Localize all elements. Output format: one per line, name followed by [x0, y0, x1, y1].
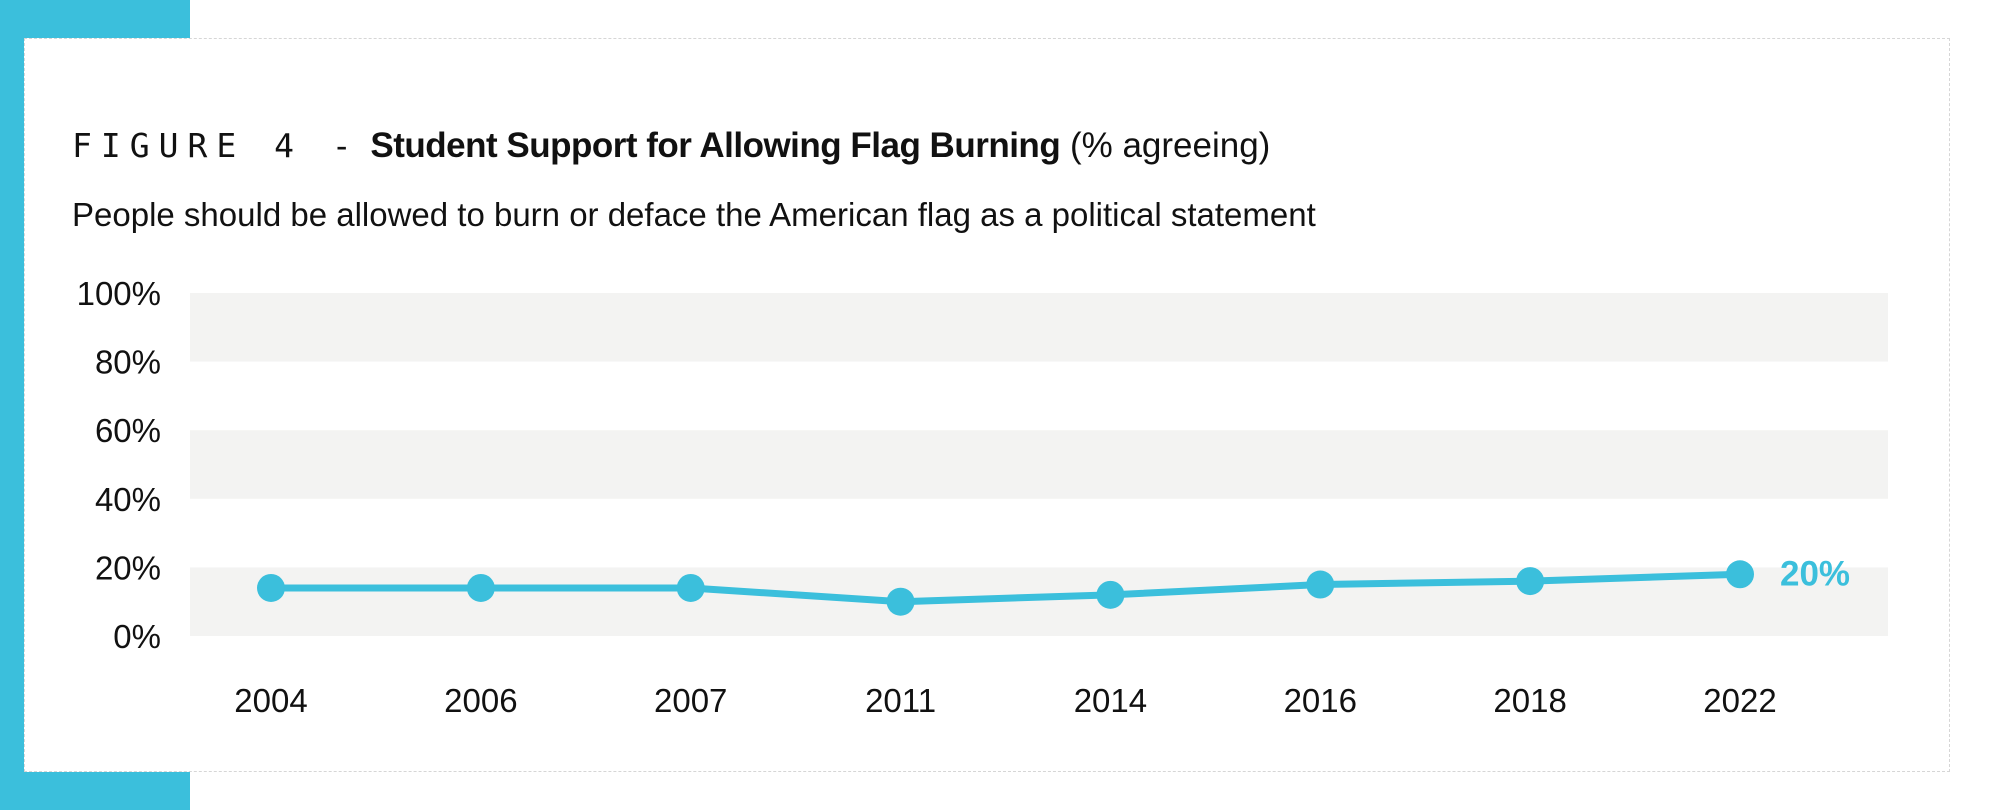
- x-axis-ticks: 2004 2006 2007 2011 2014 2016 2018 2022: [234, 682, 1776, 719]
- grid-band: [190, 430, 1888, 499]
- y-tick-label: 100%: [77, 275, 161, 312]
- figure-label: FIGURE 4 -: [72, 126, 361, 165]
- data-point: [1306, 570, 1335, 599]
- y-axis-ticks: 0% 20% 40% 60% 80% 100%: [77, 275, 161, 655]
- chart-title: Student Support for Allowing Flag Burnin…: [370, 126, 1061, 165]
- end-value-label: 20%: [1780, 554, 1850, 593]
- x-tick-label: 2007: [654, 682, 727, 719]
- y-tick-label: 20%: [95, 549, 161, 586]
- chart-subtitle: People should be allowed to burn or defa…: [72, 196, 1316, 233]
- y-tick-label: 40%: [95, 481, 161, 518]
- x-tick-label: 2016: [1284, 682, 1357, 719]
- series-line: [267, 570, 1744, 606]
- x-tick-label: 2011: [865, 682, 936, 719]
- y-tick-label: 80%: [95, 344, 161, 381]
- data-point: [886, 587, 915, 616]
- x-tick-label: 2006: [444, 682, 517, 719]
- data-point: [1516, 567, 1545, 596]
- x-tick-label: 2018: [1493, 682, 1566, 719]
- data-point: [676, 573, 705, 602]
- x-tick-label: 2014: [1074, 682, 1147, 719]
- data-point: [257, 573, 285, 602]
- grid-band: [190, 293, 1888, 362]
- chart-title-unit: (% agreeing): [1069, 126, 1271, 165]
- series-line-group: 20%: [257, 554, 1850, 616]
- x-tick-label: 2022: [1703, 682, 1776, 719]
- data-point: [466, 573, 495, 602]
- chart-heading: FIGURE 4 - Student Support for Allowing …: [72, 126, 1270, 166]
- y-tick-label: 60%: [95, 412, 161, 449]
- data-point: [1096, 580, 1125, 609]
- data-point: [1726, 560, 1754, 589]
- x-tick-label: 2004: [234, 682, 307, 719]
- y-tick-label: 0%: [113, 618, 161, 655]
- chart-card: [24, 38, 1950, 772]
